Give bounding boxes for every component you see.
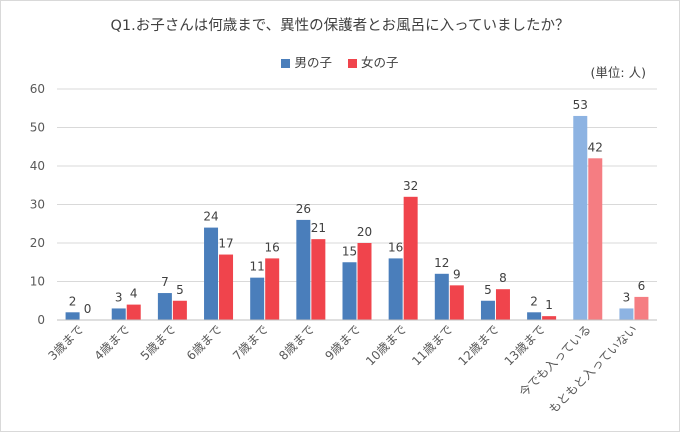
bar-girls (588, 158, 603, 320)
data-label-boys: 15 (342, 244, 357, 258)
x-tick-label: 12歳まで (455, 322, 501, 368)
bar-girls (634, 296, 649, 320)
y-tick-label: 0 (37, 313, 45, 327)
data-label-boys: 3 (115, 290, 123, 304)
bar-boys (342, 262, 357, 320)
y-tick-label: 20 (30, 236, 45, 250)
x-tick-label: 8歳まで (276, 322, 317, 363)
chart-title: Q1.お子さんは何歳まで、異性の保護者とお風呂に入っていましたか？ (110, 18, 570, 34)
data-label-boys: 2 (530, 294, 538, 308)
data-label-girls: 20 (357, 225, 372, 239)
y-tick-label: 50 (30, 121, 45, 135)
data-label-boys: 53 (573, 98, 588, 112)
bar-girls (311, 239, 326, 320)
data-label-boys: 11 (250, 260, 265, 274)
bar-boys (296, 219, 311, 320)
bar-boys (434, 273, 449, 320)
x-tick-label: 4歳まで (92, 322, 133, 363)
bar-boys (573, 115, 588, 320)
bar-boys (65, 312, 80, 320)
data-label-boys: 7 (161, 275, 169, 289)
legend-swatch-boys (281, 59, 291, 68)
bar-boys (157, 293, 172, 320)
bar-girls (126, 304, 141, 320)
data-label-girls: 0 (84, 302, 92, 316)
x-tick-label: 11歳まで (409, 322, 455, 368)
data-label-girls: 42 (588, 140, 603, 154)
y-tick-label: 60 (30, 82, 45, 96)
bar-boys (480, 300, 495, 320)
data-label-boys: 26 (296, 202, 311, 216)
legend-entry-girls: 女の子 (347, 52, 399, 71)
x-tick-label: 10歳まで (363, 322, 409, 368)
x-tick-label: 5歳まで (138, 322, 179, 363)
x-tick-label: 7歳まで (230, 322, 271, 363)
x-tick-label: もともと入っていない (546, 322, 640, 416)
x-tick-label: 3歳まで (45, 322, 86, 363)
data-label-girls: 16 (265, 240, 280, 254)
bar-boys (111, 308, 126, 320)
data-label-girls: 4 (130, 287, 138, 301)
bar-boys (388, 258, 403, 320)
data-label-girls: 17 (218, 237, 233, 251)
legend-entry-boys: 男の子 (281, 52, 332, 71)
y-tick-label: 30 (30, 198, 45, 212)
x-tick-label: 6歳まで (184, 322, 225, 363)
bar-boys (250, 277, 265, 320)
data-label-boys: 2 (69, 294, 77, 308)
bar-boys (204, 227, 219, 320)
bar-girls (403, 196, 418, 320)
data-label-girls: 9 (453, 267, 461, 281)
data-label-boys: 16 (388, 240, 403, 254)
bar-girls (265, 258, 280, 320)
bar-girls (542, 316, 557, 320)
legend-label-boys: 男の子 (294, 55, 332, 70)
data-label-boys: 12 (434, 256, 449, 270)
data-label-girls: 5 (176, 283, 184, 297)
data-label-boys: 3 (623, 290, 631, 304)
y-tick-label: 40 (30, 159, 45, 173)
x-tick-label: 13歳まで (502, 322, 548, 368)
legend-label-girls: 女の子 (360, 55, 399, 70)
y-tick-label: 10 (30, 275, 45, 289)
x-tick-label: 9歳まで (322, 322, 363, 363)
data-label-girls: 8 (499, 271, 507, 285)
legend-swatch-girls (347, 59, 357, 68)
unit-note: (単位: 人) (590, 65, 646, 80)
data-label-boys: 24 (203, 210, 218, 224)
bar-boys (527, 312, 542, 320)
bar-girls (449, 285, 464, 320)
bar-girls (172, 300, 187, 320)
data-label-boys: 5 (484, 283, 492, 297)
data-label-girls: 32 (403, 179, 418, 193)
bar-girls (357, 243, 372, 320)
data-label-girls: 6 (638, 279, 646, 293)
data-label-girls: 1 (545, 298, 553, 312)
bar-girls (219, 254, 234, 320)
data-label-girls: 21 (311, 221, 326, 235)
legend: 男の子 女の子 (0, 52, 680, 71)
bar-girls (495, 289, 510, 320)
bar-boys (619, 308, 634, 320)
